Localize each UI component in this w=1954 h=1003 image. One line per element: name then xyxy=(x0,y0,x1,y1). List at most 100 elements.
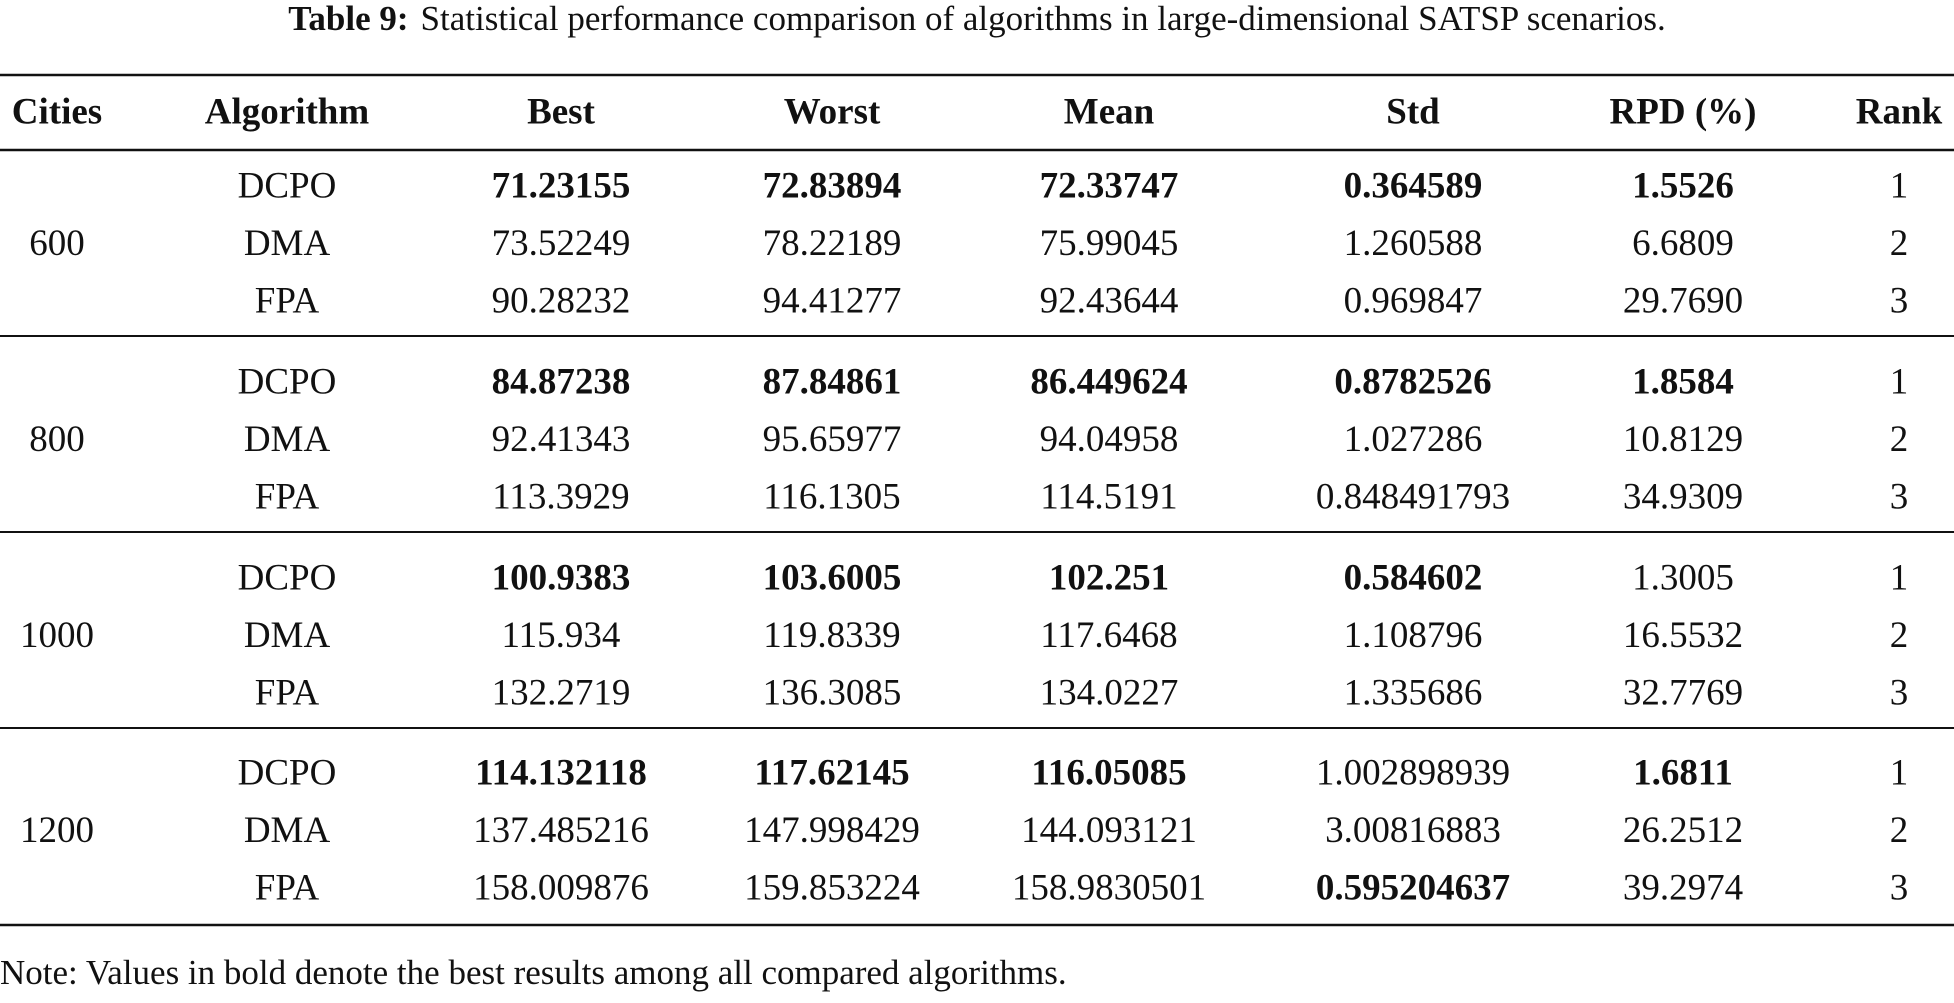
value-cell: 0.969847 xyxy=(1344,280,1483,321)
value-cell: 84.87238 xyxy=(492,361,631,402)
value-cell: 1.335686 xyxy=(1344,672,1483,713)
value-cell: 0.364589 xyxy=(1344,165,1483,206)
value-cell: 158.009876 xyxy=(473,867,649,908)
value-cell: 16.5532 xyxy=(1623,615,1743,656)
value-cell: 1.027286 xyxy=(1344,419,1483,460)
cities-cell: 1000 xyxy=(20,615,94,656)
algorithm-cell: DCPO xyxy=(238,557,337,598)
algorithm-cell: DCPO xyxy=(238,165,337,206)
cities-cell: 600 xyxy=(29,223,85,264)
value-cell: 158.9830501 xyxy=(1012,867,1206,908)
column-header: Worst xyxy=(784,91,881,132)
value-cell: 71.23155 xyxy=(492,165,631,206)
value-cell: 34.9309 xyxy=(1623,476,1743,517)
value-cell: 6.6809 xyxy=(1632,223,1734,264)
value-cell: 92.43644 xyxy=(1040,280,1179,321)
value-cell: 1.5526 xyxy=(1632,165,1734,206)
value-cell: 117.6468 xyxy=(1040,615,1177,656)
column-header: Rank xyxy=(1856,91,1943,132)
value-cell: 73.52249 xyxy=(492,223,631,264)
value-cell: 134.0227 xyxy=(1040,672,1179,713)
value-cell: 72.33747 xyxy=(1040,165,1179,206)
value-cell: 119.8339 xyxy=(763,615,900,656)
value-cell: 26.2512 xyxy=(1623,810,1743,851)
value-cell: 113.3929 xyxy=(492,476,629,517)
value-cell: 78.22189 xyxy=(763,223,902,264)
table-note: Note: Values in bold denote the best res… xyxy=(0,953,1067,992)
value-cell: 86.449624 xyxy=(1030,361,1187,402)
value-cell: 29.7690 xyxy=(1623,280,1743,321)
value-cell: 39.2974 xyxy=(1623,867,1743,908)
value-cell: 159.853224 xyxy=(744,867,920,908)
value-cell: 136.3085 xyxy=(763,672,902,713)
value-cell: 0.848491793 xyxy=(1316,476,1510,517)
cities-cell: 800 xyxy=(29,419,85,460)
value-cell: 92.41343 xyxy=(492,419,631,460)
algorithm-cell: DMA xyxy=(244,615,331,656)
value-cell: 3 xyxy=(1890,867,1909,908)
algorithm-cell: FPA xyxy=(255,867,320,908)
value-cell: 132.2719 xyxy=(492,672,631,713)
value-cell: 0.595204637 xyxy=(1316,867,1510,908)
column-header: Algorithm xyxy=(205,91,370,132)
value-cell: 94.41277 xyxy=(763,280,902,321)
value-cell: 0.584602 xyxy=(1344,557,1483,598)
column-header: Std xyxy=(1386,91,1440,132)
value-cell: 2 xyxy=(1890,810,1909,851)
value-cell: 1.260588 xyxy=(1344,223,1483,264)
value-cell: 137.485216 xyxy=(473,810,649,851)
column-header: RPD (%) xyxy=(1610,91,1757,132)
value-cell: 3 xyxy=(1890,672,1909,713)
algorithm-cell: DMA xyxy=(244,223,331,264)
algorithm-cell: DCPO xyxy=(238,752,337,793)
value-cell: 116.1305 xyxy=(763,476,900,517)
column-header: Mean xyxy=(1064,91,1155,132)
value-cell: 1 xyxy=(1890,165,1909,206)
value-cell: 2 xyxy=(1890,419,1909,460)
value-cell: 87.84861 xyxy=(763,361,902,402)
algorithm-cell: DMA xyxy=(244,419,331,460)
column-header: Cities xyxy=(12,91,102,132)
value-cell: 2 xyxy=(1890,615,1909,656)
value-cell: 32.7769 xyxy=(1623,672,1743,713)
value-cell: 3.00816883 xyxy=(1325,810,1501,851)
value-cell: 94.04958 xyxy=(1040,419,1179,460)
value-cell: 1 xyxy=(1890,752,1909,793)
value-cell: 90.28232 xyxy=(492,280,631,321)
value-cell: 95.65977 xyxy=(763,419,902,460)
algorithm-cell: FPA xyxy=(255,280,320,321)
value-cell: 103.6005 xyxy=(763,557,902,598)
value-cell: 100.9383 xyxy=(492,557,631,598)
value-cell: 0.8782526 xyxy=(1334,361,1491,402)
value-cell: 1.8584 xyxy=(1632,361,1734,402)
value-cell: 115.934 xyxy=(502,615,621,656)
cities-cell: 1200 xyxy=(20,810,94,851)
caption-text: Statistical performance comparison of al… xyxy=(421,0,1666,38)
value-cell: 1 xyxy=(1890,361,1909,402)
value-cell: 114.5191 xyxy=(1040,476,1177,517)
value-cell: 10.8129 xyxy=(1623,419,1743,460)
value-cell: 116.05085 xyxy=(1031,752,1186,793)
value-cell: 75.99045 xyxy=(1040,223,1179,264)
algorithm-cell: FPA xyxy=(255,476,320,517)
value-cell: 1 xyxy=(1890,557,1909,598)
value-cell: 72.83894 xyxy=(763,165,902,206)
value-cell: 1.6811 xyxy=(1633,752,1733,793)
table-caption: Table 9: Statistical performance comparis… xyxy=(288,0,1665,38)
value-cell: 102.251 xyxy=(1049,557,1169,598)
value-cell: 117.62145 xyxy=(754,752,909,793)
value-cell: 1.3005 xyxy=(1632,557,1734,598)
value-cell: 1.002898939 xyxy=(1316,752,1510,793)
algorithm-cell: FPA xyxy=(255,672,320,713)
algorithm-cell: DMA xyxy=(244,810,331,851)
value-cell: 3 xyxy=(1890,280,1909,321)
caption-label: Table 9: xyxy=(288,0,408,38)
value-cell: 2 xyxy=(1890,223,1909,264)
column-header: Best xyxy=(527,91,596,132)
value-cell: 3 xyxy=(1890,476,1909,517)
value-cell: 147.998429 xyxy=(744,810,920,851)
value-cell: 1.108796 xyxy=(1344,615,1483,656)
algorithm-cell: DCPO xyxy=(238,361,337,402)
